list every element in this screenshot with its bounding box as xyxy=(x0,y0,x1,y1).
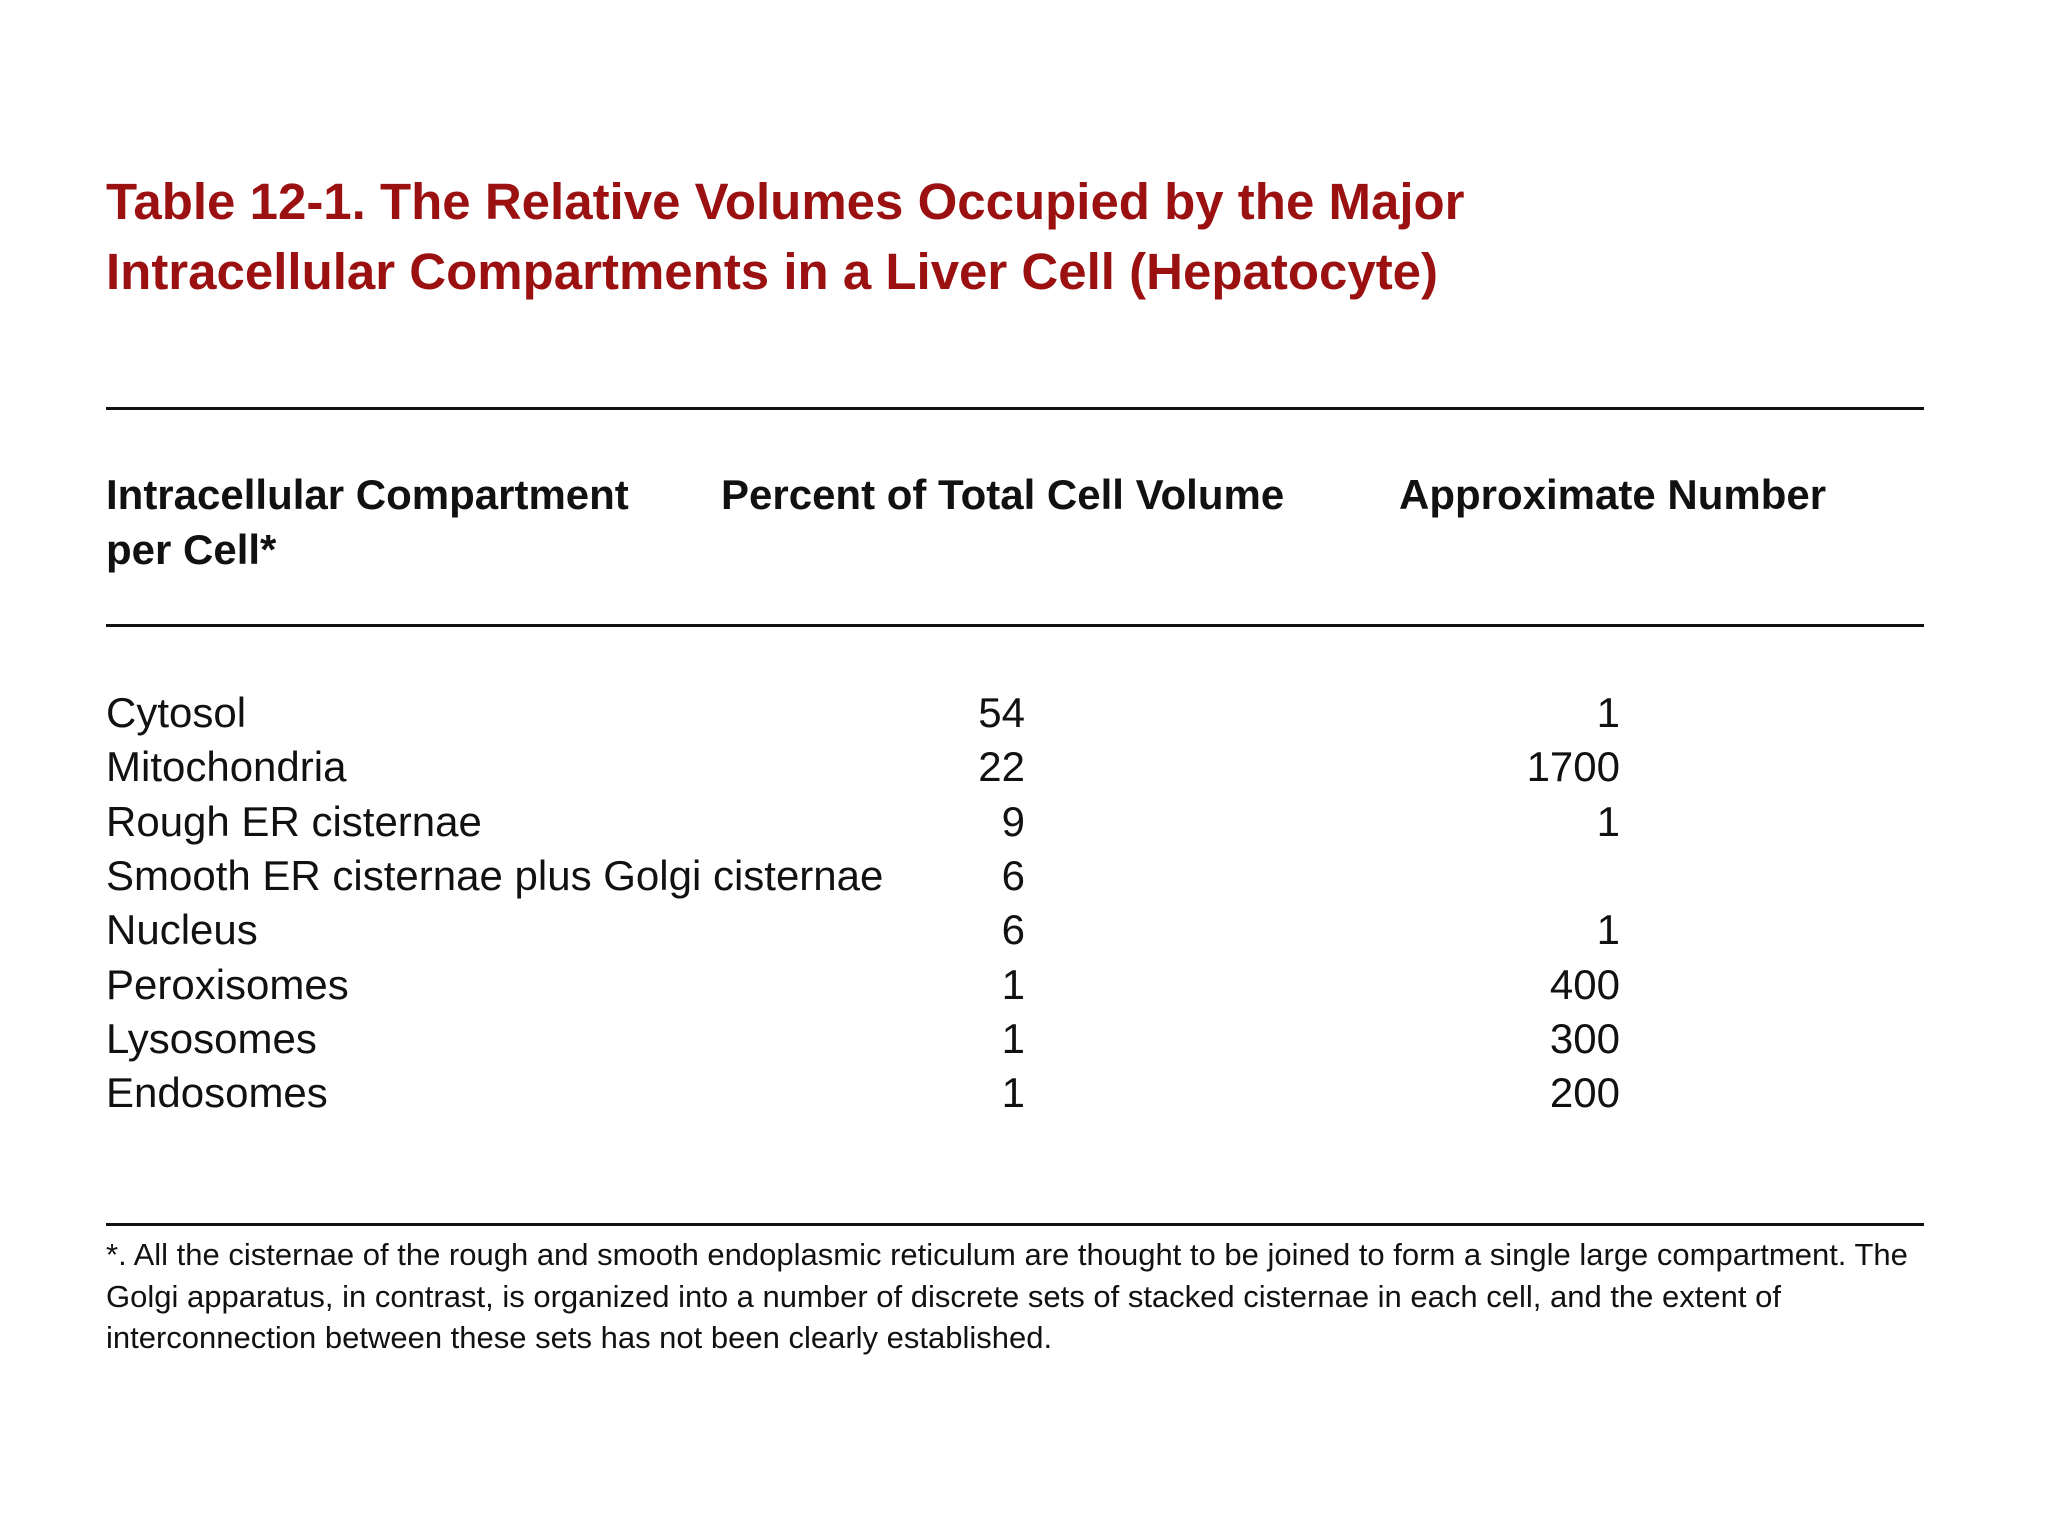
compartment-name: Endosomes xyxy=(106,1069,328,1117)
column-header: Intracellular Compartment xyxy=(106,471,629,518)
title-line: Table 12-1. The Relative Volumes Occupie… xyxy=(106,173,1465,230)
footnote: *. All the cisternae of the rough and sm… xyxy=(106,1237,1908,1355)
percent-volume: 22 xyxy=(978,743,1025,791)
rule xyxy=(106,624,1924,627)
approximate-number: 1 xyxy=(1596,797,1620,845)
percent-volume: 6 xyxy=(1001,906,1025,954)
column-header: Approximate Number xyxy=(1399,471,1827,518)
percent-volume: 1 xyxy=(1001,1069,1025,1117)
percent-volume: 1 xyxy=(1001,960,1025,1008)
column-header: Percent of Total Cell Volume xyxy=(721,471,1285,518)
approximate-number: 200 xyxy=(1549,1069,1620,1117)
compartment-name: Lysosomes xyxy=(106,1014,317,1062)
column-header: per Cell* xyxy=(106,526,277,573)
rule xyxy=(106,1223,1924,1226)
rule xyxy=(106,407,1924,410)
compartment-name: Mitochondria xyxy=(106,743,347,791)
approximate-number: 1 xyxy=(1596,906,1620,954)
compartment-name: Nucleus xyxy=(106,906,258,954)
percent-volume: 6 xyxy=(1001,851,1025,899)
title-line: Intracellular Compartments in a Liver Ce… xyxy=(106,243,1439,300)
approximate-number: 400 xyxy=(1549,960,1620,1008)
approximate-number: 300 xyxy=(1549,1014,1620,1062)
compartment-name: Peroxisomes xyxy=(106,960,349,1008)
percent-volume: 54 xyxy=(978,689,1025,736)
percent-volume: 9 xyxy=(1001,797,1025,845)
approximate-number: 1700 xyxy=(1526,743,1620,791)
percent-volume: 1 xyxy=(1001,1014,1025,1062)
compartment-name: Rough ER cisternae xyxy=(106,797,482,845)
approximate-number: 1 xyxy=(1596,689,1620,736)
compartment-name: Smooth ER cisternae plus Golgi cisternae xyxy=(106,851,884,899)
compartment-name: Cytosol xyxy=(106,689,247,736)
